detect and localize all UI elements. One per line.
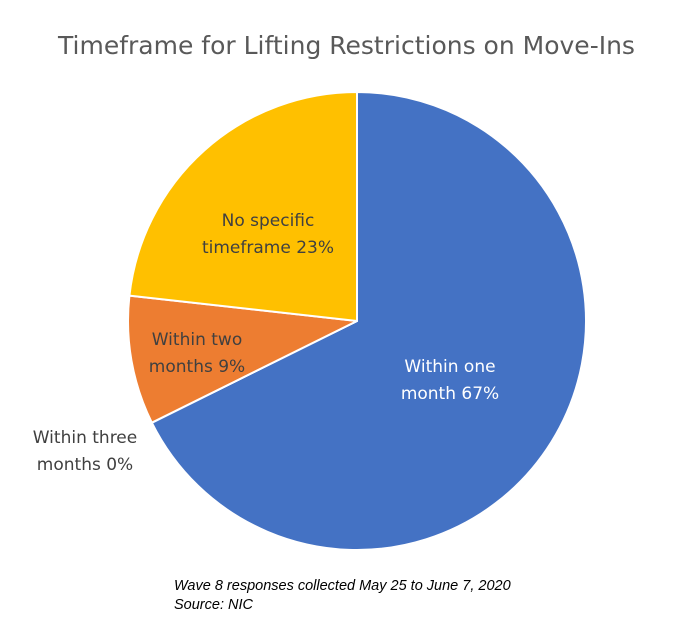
pie-slice-0 [150, 91, 587, 551]
footnote-line-1: Wave 8 responses collected May 25 to Jun… [174, 578, 511, 594]
slice-label-2: Within two months 9% [149, 330, 245, 377]
chart-title: Timeframe for Lifting Restrictions on Mo… [58, 31, 635, 60]
slice-label-0: Within one month 67% [401, 357, 499, 404]
slice-label-3-line-1: timeframe 23% [202, 238, 334, 258]
slice-label-3-line-0: No specific [222, 211, 315, 231]
slice-label-1-line-0: Within three [33, 428, 137, 448]
footnote: Wave 8 responses collected May 25 to Jun… [174, 577, 511, 615]
pie-slice-3 [128, 91, 358, 322]
footnote-line-2: Source: NIC [174, 597, 253, 613]
pie-labels: Within one month 67% Within three months 0%… [33, 211, 499, 475]
slice-label-2-line-0: Within two [152, 330, 242, 350]
pie-slices [127, 91, 587, 551]
slice-label-1-line-1: months 0% [37, 455, 133, 475]
slice-label-1: Within three months 0% [33, 428, 137, 475]
slice-label-0-line-0: Within one [404, 357, 495, 377]
slice-label-3: No specific timeframe 23% [202, 211, 334, 258]
pie-slice-2 [127, 294, 358, 424]
slice-label-2-line-1: months 9% [149, 357, 245, 377]
slice-label-0-line-1: month 67% [401, 384, 499, 404]
